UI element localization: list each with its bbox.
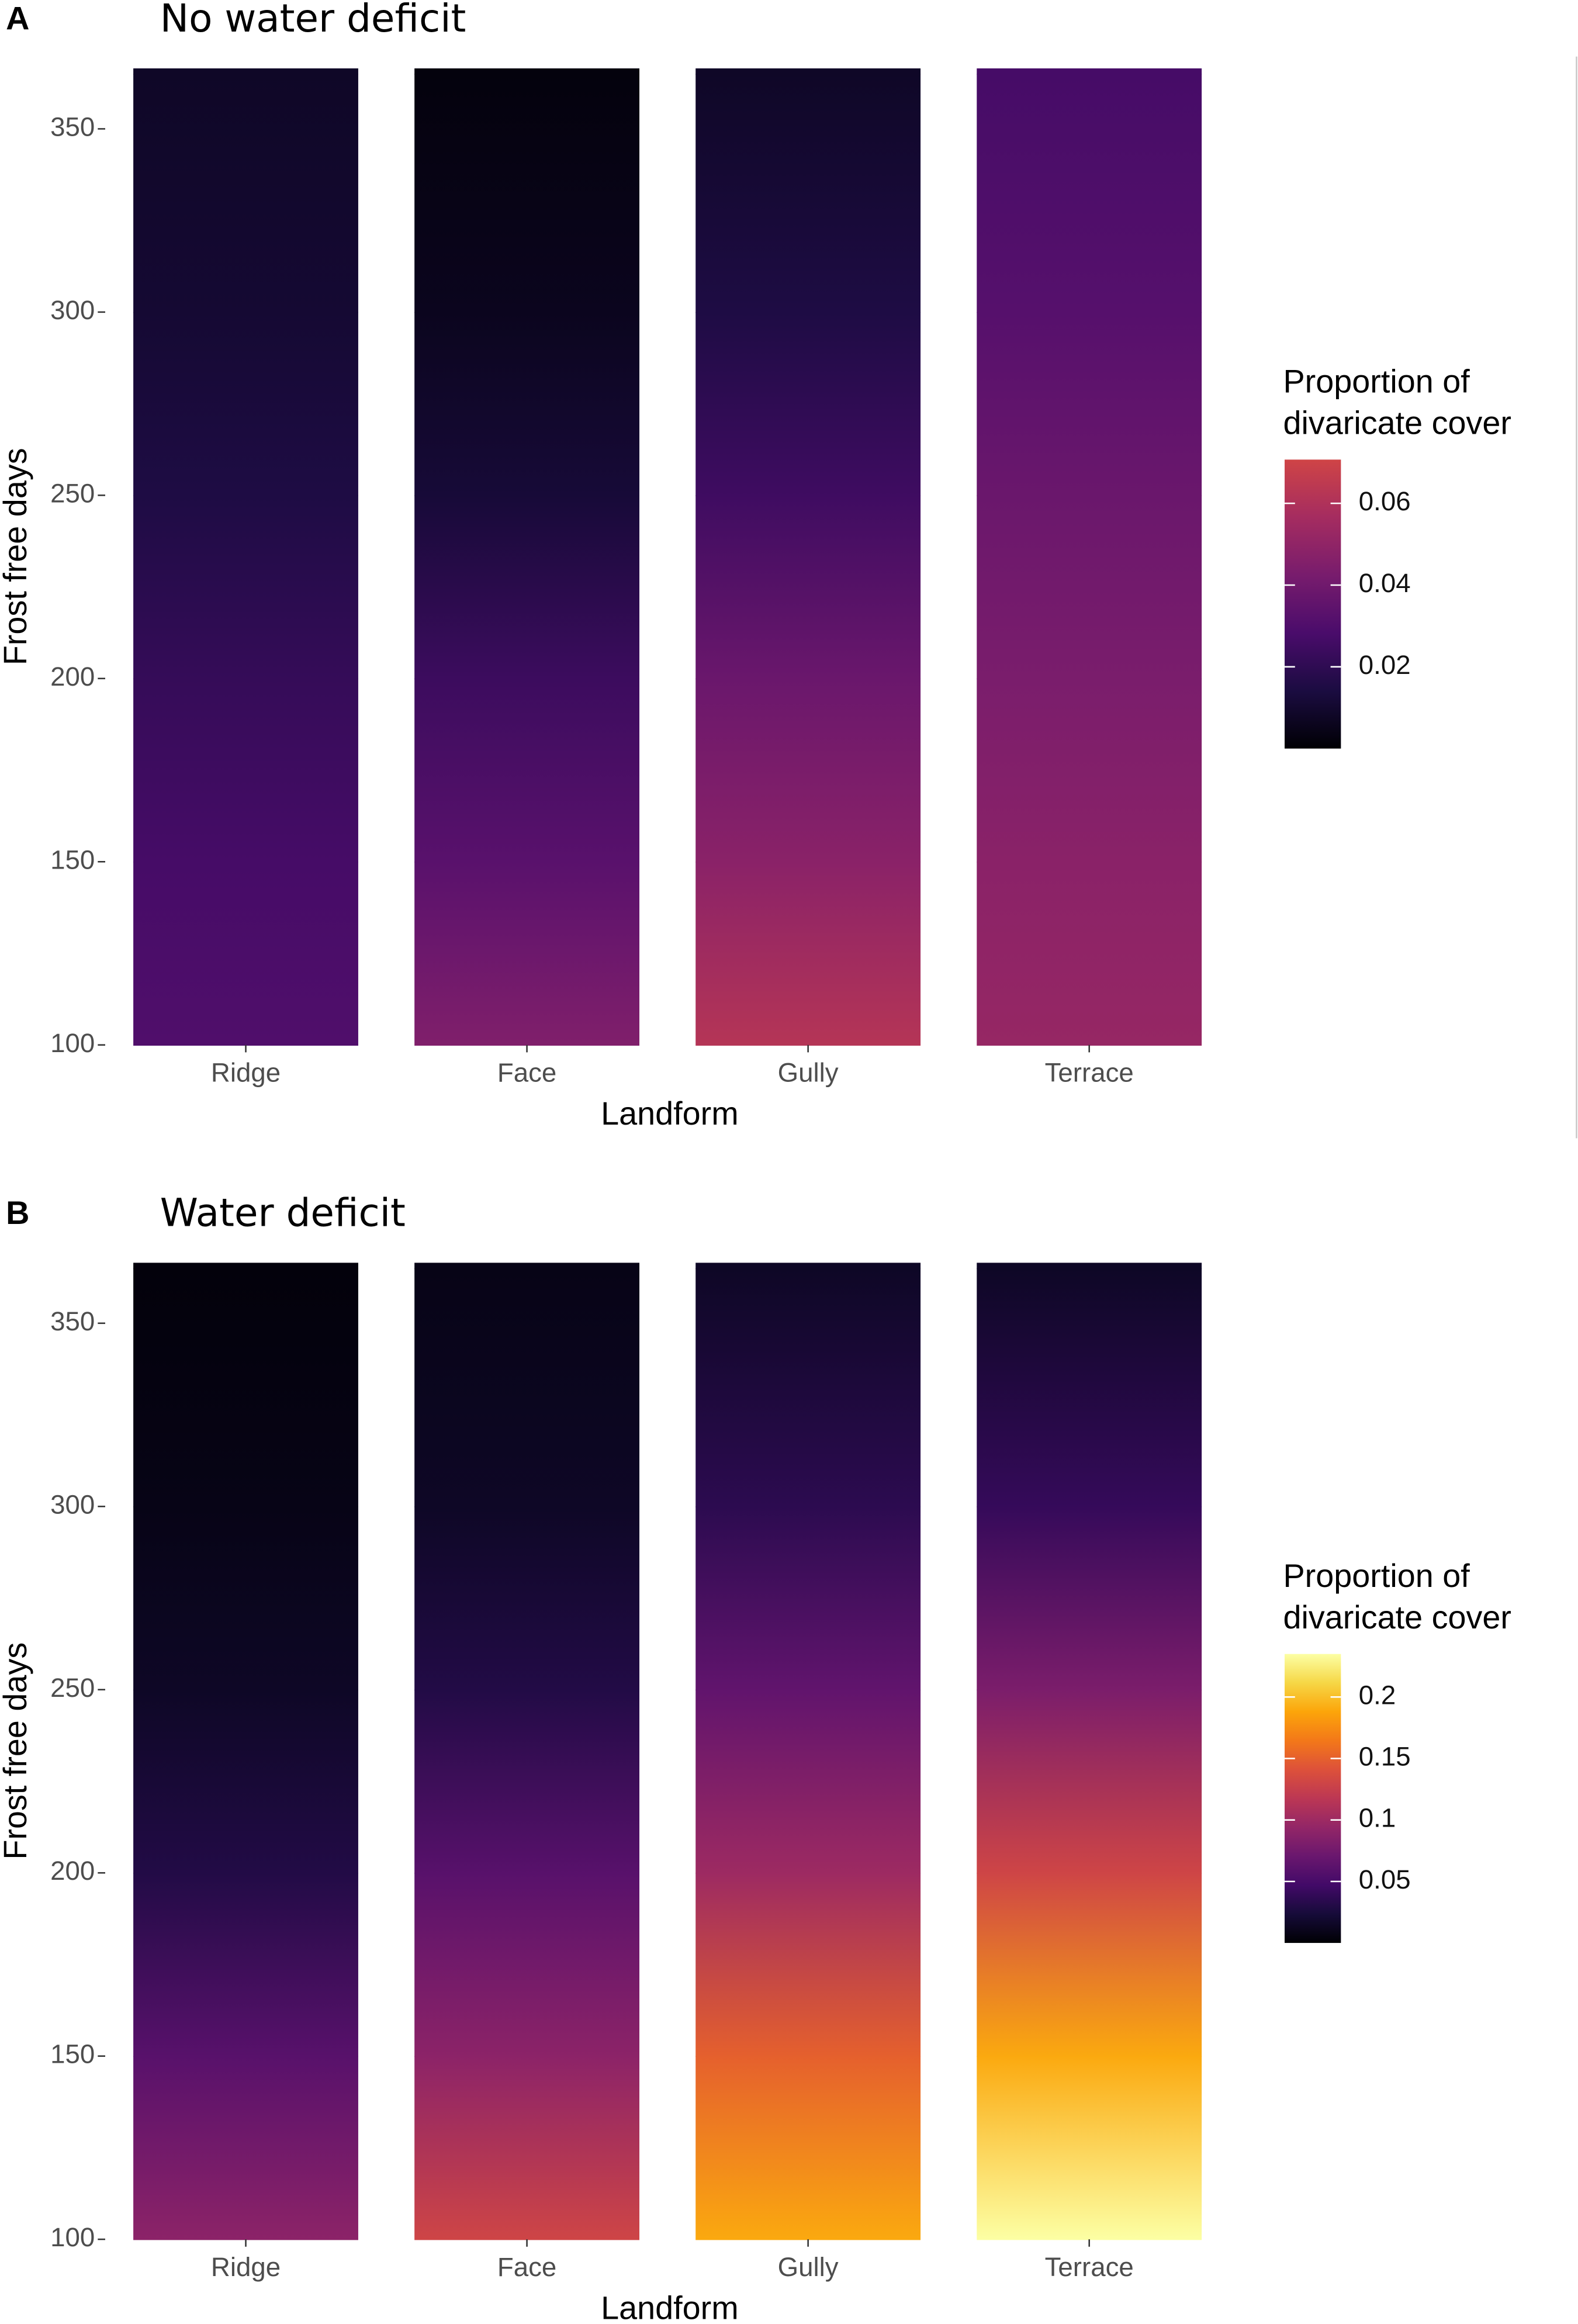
heat-cell [414,2056,640,2240]
heat-cell [414,1873,640,2057]
heat-cell [977,74,1202,313]
heat-cell [695,1873,921,2057]
heat-cell [695,1689,921,1874]
y-tick-label: 150 [50,845,95,874]
heat-cell [133,68,358,75]
heat-cell [414,1263,640,1270]
heat-cell [414,862,640,1046]
legend-title: Proportion of [1283,1558,1470,1594]
chart-title: Water deficit [160,1190,406,1235]
heat-cell [977,2056,1202,2240]
heat-cell [977,312,1202,496]
heat-cell [977,1268,1202,1507]
y-tick-label: 350 [50,1306,95,1336]
heat-cell [133,1263,358,1270]
legend-title: divaricate cover [1283,405,1511,441]
y-tick-label: 150 [50,2039,95,2069]
chart-title: No water deficit [160,0,466,41]
heat-cell [695,2056,921,2240]
heat-cell [133,862,358,1046]
x-tick-label: Ridge [211,1057,281,1087]
heat-cell [414,1689,640,1874]
heat-cell [414,74,640,313]
colorbar-label: 0.04 [1359,568,1411,598]
x-tick-label: Gully [778,1057,839,1087]
x-tick-label: Terrace [1045,1057,1134,1087]
colorbar-label: 0.02 [1359,650,1411,680]
x-tick-label: Gully [778,2252,839,2282]
panel-label: B [6,1195,29,1231]
heat-cell [414,312,640,496]
heat-cell [133,495,358,680]
panel-label: A [6,1,29,37]
x-tick-label: Face [497,2252,556,2282]
heat-cell [695,495,921,680]
heat-cell [695,312,921,496]
y-tick-label: 350 [50,112,95,142]
heat-cell [977,862,1202,1046]
heat-cell [977,495,1202,680]
heat-cell [133,312,358,496]
heat-cell [695,1268,921,1507]
y-tick-label: 300 [50,1489,95,1519]
y-tick-label: 250 [50,1673,95,1703]
colorbar-label: 0.05 [1359,1865,1411,1894]
colorbar-label: 0.1 [1359,1803,1396,1833]
y-axis-title: Frost free days [0,448,33,665]
heat-cell [695,862,921,1046]
heat-cell [977,68,1202,75]
heat-cell [133,1506,358,1691]
heat-cell [977,678,1202,863]
y-tick-label: 100 [50,2222,95,2252]
legend-title: divaricate cover [1283,1599,1511,1635]
legend-title: Proportion of [1283,364,1470,400]
heat-cell [977,1873,1202,2057]
heat-cell [977,1689,1202,1874]
heat-cell [695,68,921,75]
x-tick-label: Ridge [211,2252,281,2282]
y-tick-label: 300 [50,295,95,325]
x-axis-title: Landform [601,1095,739,1132]
heat-cell [414,1506,640,1691]
colorbar [1285,459,1341,749]
y-tick-label: 250 [50,478,95,508]
heat-cell [133,1873,358,2057]
heat-cell [133,1268,358,1507]
heat-cell [133,1689,358,1874]
y-axis-title: Frost free days [0,1642,33,1860]
heat-cell [133,74,358,313]
colorbar-label: 0.15 [1359,1742,1411,1772]
heat-cell [414,678,640,863]
x-axis-title: Landform [601,2290,739,2324]
x-tick-label: Face [497,1057,556,1087]
colorbar-label: 0.2 [1359,1680,1396,1710]
y-tick-label: 100 [50,1028,95,1058]
heat-cell [977,1263,1202,1270]
heat-cell [695,1263,921,1270]
heat-cell [414,1268,640,1507]
heat-cell [414,68,640,75]
heat-cell [695,74,921,313]
y-tick-label: 200 [50,1856,95,1886]
heat-cell [977,1506,1202,1691]
heat-cell [695,1506,921,1691]
x-tick-label: Terrace [1045,2252,1134,2282]
heat-cell [133,678,358,863]
heat-cell [414,495,640,680]
colorbar-label: 0.06 [1359,486,1411,516]
heat-cell [133,2056,358,2240]
y-tick-label: 200 [50,662,95,691]
colorbar [1285,1654,1341,1943]
heat-cell [695,678,921,863]
